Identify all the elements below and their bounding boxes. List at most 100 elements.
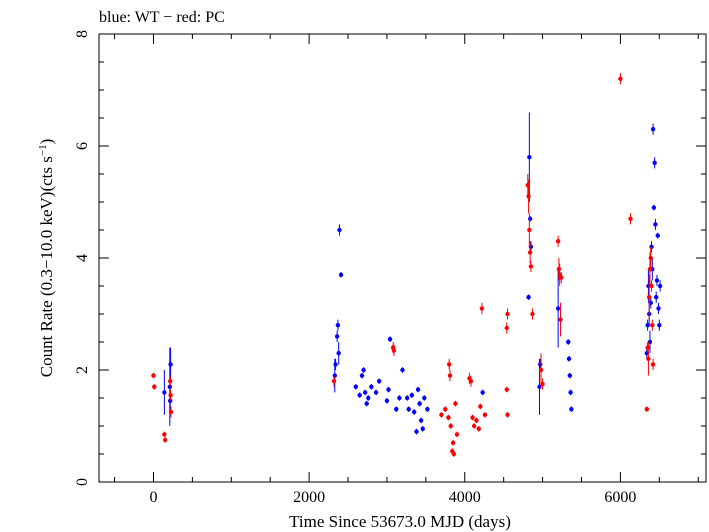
- point-marker: [556, 267, 562, 272]
- point-marker: [400, 367, 405, 373]
- point-marker: [540, 381, 545, 387]
- data-point-pc: [558, 302, 563, 337]
- data-point-wt: [650, 123, 656, 135]
- point-marker: [567, 373, 573, 378]
- point-marker: [527, 227, 532, 233]
- point-marker: [151, 373, 156, 378]
- data-point-wt: [336, 342, 341, 365]
- point-marker: [555, 239, 561, 244]
- data-point-pc: [528, 260, 534, 272]
- data-point-pc: [168, 389, 173, 401]
- data-point-wt: [338, 272, 344, 278]
- y-axis-label-close: ): [37, 139, 56, 145]
- data-point-wt: [527, 112, 532, 202]
- point-marker: [425, 407, 430, 412]
- point-marker: [471, 423, 477, 429]
- x-axis: 0 2000 4000 6000: [114, 34, 699, 506]
- point-marker: [538, 367, 544, 373]
- data-point-wt: [422, 395, 427, 401]
- point-marker: [409, 393, 415, 398]
- point-marker: [468, 379, 474, 384]
- data-point-wt: [334, 330, 340, 342]
- data-point-wt: [376, 378, 382, 384]
- data-point-wt: [655, 232, 660, 239]
- point-marker: [397, 395, 402, 401]
- point-marker: [479, 306, 485, 311]
- point-marker: [504, 325, 509, 331]
- point-marker: [650, 362, 656, 367]
- point-marker: [530, 311, 535, 317]
- point-marker: [482, 412, 488, 417]
- data-point-wt: [366, 395, 371, 401]
- data-point-wt: [567, 372, 573, 379]
- point-marker: [649, 244, 654, 249]
- data-point-wt: [335, 319, 341, 331]
- point-marker: [162, 390, 167, 395]
- point-marker: [447, 373, 453, 378]
- point-marker: [366, 395, 371, 401]
- point-marker: [353, 384, 359, 389]
- point-marker: [569, 407, 574, 412]
- y-tick-label: 6: [74, 142, 91, 150]
- point-marker: [558, 317, 563, 322]
- data-point-pc: [162, 437, 168, 443]
- data-point-pc: [474, 417, 479, 424]
- x-tick-label: 0: [149, 489, 157, 506]
- point-marker: [439, 412, 444, 417]
- point-marker: [364, 401, 369, 406]
- point-marker: [657, 323, 662, 328]
- point-marker: [654, 278, 660, 283]
- point-marker: [628, 216, 633, 221]
- point-marker: [527, 155, 532, 160]
- data-point-wt: [653, 291, 659, 303]
- point-marker: [369, 384, 374, 389]
- point-marker: [525, 183, 530, 188]
- data-point-pc: [151, 372, 156, 379]
- point-marker: [480, 390, 485, 395]
- data-point-wt: [656, 302, 661, 314]
- point-marker: [656, 306, 661, 311]
- point-marker: [162, 432, 167, 437]
- point-marker: [373, 390, 379, 395]
- point-marker: [362, 390, 368, 395]
- data-point-pc: [446, 414, 451, 421]
- point-marker: [653, 222, 658, 227]
- data-point-pc: [646, 342, 651, 376]
- point-marker: [568, 390, 573, 395]
- x-axis-label: Time Since 53673.0 MJD (days): [289, 512, 511, 531]
- point-marker: [335, 323, 341, 328]
- data-point-pc: [505, 412, 510, 418]
- data-point-pc: [644, 406, 650, 412]
- data-point-wt: [566, 339, 571, 345]
- data-point-pc: [646, 274, 652, 320]
- data-point-pc: [478, 403, 483, 410]
- point-marker: [337, 227, 342, 233]
- point-marker: [359, 373, 365, 378]
- point-marker: [566, 356, 572, 361]
- data-point-wt: [394, 406, 399, 412]
- data-point-wt: [386, 386, 391, 393]
- data-point-pc: [538, 353, 544, 387]
- data-point-pc: [618, 73, 623, 85]
- point-marker: [650, 127, 656, 132]
- data-point-wt: [384, 398, 390, 404]
- data-point-pc: [504, 386, 509, 393]
- data-point-pc: [439, 412, 444, 418]
- x-tick-label: 4000: [449, 489, 481, 506]
- x-tick-label: 2000: [293, 489, 325, 506]
- point-marker: [646, 356, 651, 361]
- data-point-pc: [453, 400, 458, 407]
- point-marker: [338, 272, 344, 277]
- point-marker: [653, 295, 659, 300]
- data-point-pc: [504, 322, 509, 334]
- point-marker: [443, 407, 448, 412]
- point-marker: [476, 426, 481, 431]
- point-marker: [505, 412, 510, 417]
- data-point-wt: [361, 367, 366, 373]
- y-axis: 0 2 4 6 8: [74, 30, 706, 486]
- point-marker: [618, 76, 623, 82]
- point-marker: [528, 264, 534, 269]
- data-point-wt: [566, 356, 572, 362]
- point-marker: [559, 275, 564, 280]
- point-marker: [526, 194, 531, 199]
